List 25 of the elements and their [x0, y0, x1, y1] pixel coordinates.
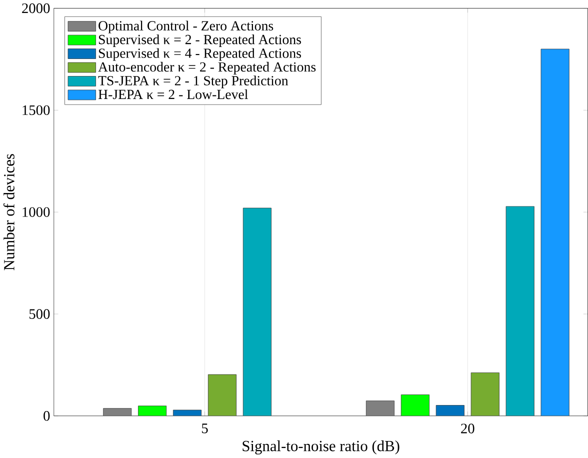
legend-label: TS-JEPA κ = 2 - 1 Step Prediction — [98, 76, 288, 88]
legend-label: Supervised κ = 4 - Repeated Actions — [98, 48, 301, 61]
y-tick-label: 2000 — [22, 3, 50, 14]
legend-label: Auto-encoder κ = 2 - Repeated Actions — [98, 62, 316, 75]
x-tick-label: 5 — [202, 424, 208, 434]
bar — [138, 406, 166, 416]
y-axis-title: Number of devices — [3, 154, 14, 270]
bar — [366, 400, 395, 416]
legend-label: Supervised κ = 2 - Repeated Actions — [98, 34, 301, 48]
bar — [470, 372, 500, 416]
bar — [540, 48, 570, 416]
bar — [400, 394, 430, 416]
legend-label: H-JEPA κ = 2 - Low-Level — [98, 89, 248, 100]
bar — [103, 408, 132, 416]
y-tick-label: 500 — [29, 309, 50, 319]
bar — [506, 206, 534, 416]
x-axis-title: Signal-to-noise ratio (dB) — [242, 440, 400, 454]
legend-label: Optimal Control - Zero Actions — [98, 20, 274, 34]
x-tick-label: 20 — [461, 424, 474, 434]
y-tick-label: 1000 — [22, 207, 50, 218]
y-tick-label: 0 — [44, 411, 50, 421]
bar — [208, 374, 237, 416]
y-tick-label: 1500 — [22, 105, 50, 116]
bar — [436, 405, 464, 416]
bar — [242, 208, 272, 416]
